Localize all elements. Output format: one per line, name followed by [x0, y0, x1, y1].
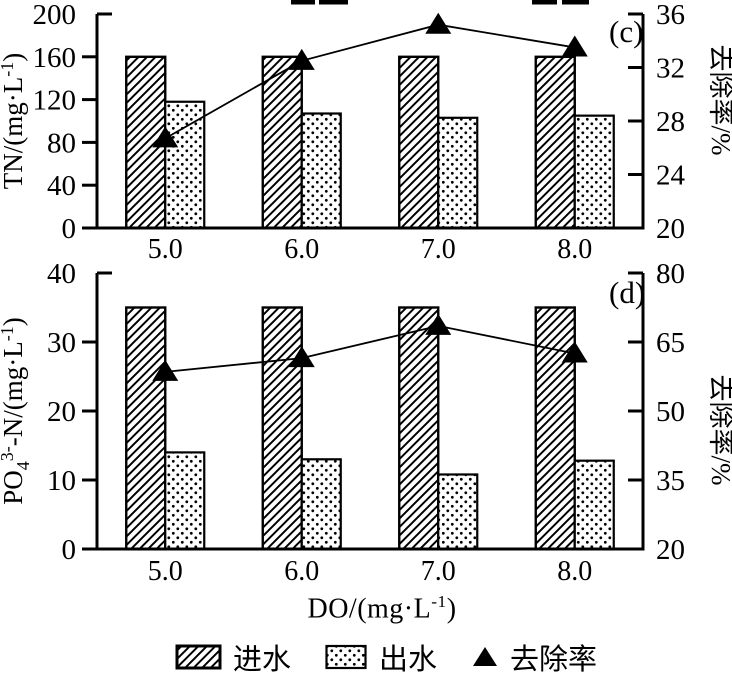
x-axis-title: DO/(mg·L-1) [16, 592, 732, 625]
right-tick-label: 36 [656, 0, 685, 31]
right-tick-label: 65 [656, 327, 685, 359]
top-edge-artifact [532, 0, 557, 5]
right-tick-label: 50 [656, 396, 685, 428]
left-tick-label: 120 [33, 85, 77, 117]
legend-item-removal: 去除率 [471, 636, 597, 676]
left-tick-label: 30 [47, 327, 76, 359]
left-tick-label: 200 [33, 0, 77, 31]
category-label: 8.0 [557, 556, 592, 587]
removal-line [164, 23, 575, 140]
left-tick-label: 0 [62, 534, 77, 566]
removal-marker [561, 341, 588, 363]
outflow-bar [300, 458, 342, 551]
dotted-bar-swatch-icon [325, 644, 367, 670]
left-axis-title: TN/(mg·L-1) [0, 53, 28, 189]
inflow-bar [534, 55, 576, 230]
left-tick-label: 80 [47, 127, 76, 159]
removal-marker [288, 48, 315, 70]
category-label: 5.0 [148, 556, 183, 587]
removal-marker [288, 346, 315, 368]
outflow-bar [573, 114, 615, 230]
left-tick-label: 10 [47, 465, 76, 497]
outflow-bar [164, 451, 206, 551]
legend-label-inflow: 进水 [232, 644, 291, 676]
removal-marker [425, 12, 452, 34]
left-tick-label: 20 [47, 396, 76, 428]
right-tick-label: 35 [656, 465, 685, 497]
category-label: 7.0 [421, 556, 456, 587]
right-tick-label: 24 [656, 160, 686, 192]
outflow-bar [300, 112, 342, 230]
hatched-bar-swatch-icon [175, 644, 222, 670]
x-axis-title-base: DO/(mg·L [307, 593, 432, 625]
right-tick-label: 20 [656, 213, 685, 245]
category-label: 6.0 [284, 556, 319, 587]
x-axis-title-close: ) [446, 593, 457, 625]
legend-item-inflow: 进水 [175, 636, 291, 676]
category-label: 7.0 [421, 234, 456, 265]
left-tick-label: 40 [47, 170, 76, 202]
inflow-bar [261, 306, 303, 551]
legend-item-outflow: 出水 [325, 636, 437, 676]
x-axis-title-sup: -1 [431, 592, 447, 611]
right-tick-label: 20 [656, 534, 685, 566]
inflow-bar [398, 306, 440, 551]
right-axis-title: 去除率/% [706, 375, 732, 486]
top-edge-artifact [291, 0, 315, 5]
panel-label: (c) [609, 14, 643, 49]
right-tick-label: 80 [656, 258, 685, 290]
panel-label: (d) [609, 275, 645, 310]
triangle-marker-icon [473, 647, 497, 666]
top-edge-artifact [562, 0, 589, 5]
removal-marker [561, 35, 588, 57]
top-edge-artifact [319, 0, 348, 5]
outflow-bar [437, 116, 479, 230]
removal-marker [152, 126, 179, 148]
inflow-bar [534, 306, 576, 551]
outflow-bar [437, 473, 479, 551]
outflow-bar [164, 100, 206, 230]
left-axis-title: PO43--N/(mg·L-1) [0, 317, 33, 504]
right-axis-title: 去除率/% [706, 45, 732, 156]
category-label: 8.0 [557, 234, 592, 265]
left-tick-label: 40 [47, 258, 76, 290]
legend-label-outflow: 出水 [378, 644, 437, 676]
category-label: 6.0 [284, 234, 319, 265]
inflow-bar [125, 306, 167, 551]
inflow-bar [398, 55, 440, 230]
outflow-bar [573, 459, 615, 551]
right-tick-label: 28 [656, 106, 685, 138]
inflow-bar [261, 55, 303, 230]
left-tick-label: 160 [33, 42, 77, 74]
category-label: 5.0 [148, 234, 183, 265]
left-tick-label: 0 [62, 213, 77, 245]
right-tick-label: 32 [656, 53, 685, 85]
legend: 进水 出水 去除率 [20, 636, 732, 676]
removal-marker [152, 359, 179, 381]
legend-label-removal: 去除率 [510, 644, 598, 676]
removal-marker [425, 313, 452, 335]
removal-line [165, 324, 575, 373]
